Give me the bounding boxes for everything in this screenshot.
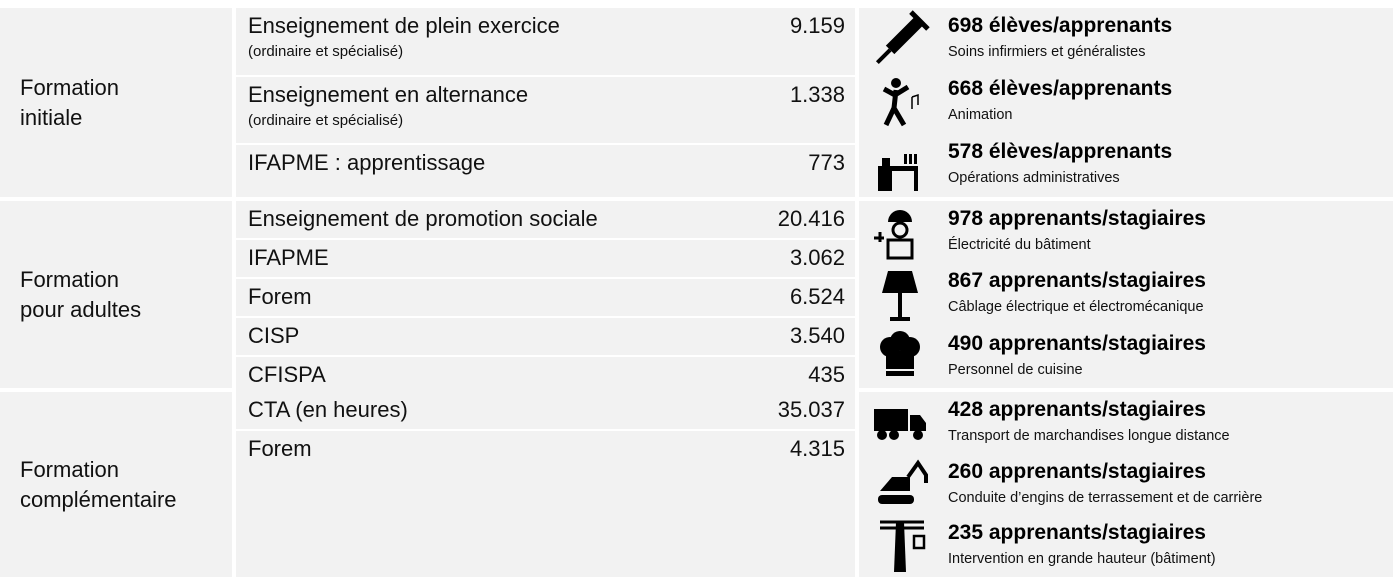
row-name: CISP: [248, 323, 300, 348]
row-cell: [236, 145, 855, 197]
row-value: 1.338: [789, 82, 845, 107]
section-label: complémentaire: [20, 486, 177, 512]
highlight-cell: [859, 8, 1393, 197]
highlight-sub: Intervention en grande hauteur (bâtiment…: [948, 551, 1216, 568]
highlight-cell: [859, 201, 1393, 388]
highlight-title: 490 apprenants/stagiaires: [948, 331, 1206, 355]
row-sub: (ordinaire et spécialisé): [248, 112, 404, 129]
row-sub: (ordinaire et spécialisé): [248, 43, 404, 60]
highlight-sub: Électricité du bâtiment: [948, 237, 1091, 253]
highlight-sub: Animation: [948, 107, 1013, 123]
row-cell: [236, 77, 855, 143]
icon: [874, 408, 926, 440]
highlight-title: 260 apprenants/stagiaires: [948, 459, 1206, 483]
row-name: Enseignement en alternance: [248, 82, 529, 107]
row-name: Enseignement de promotion sociale: [248, 206, 598, 231]
highlight-title: 578 élèves/apprenants: [948, 140, 1173, 163]
row-name: CTA (en heures): [248, 397, 408, 422]
highlight-title: 867 apprenants/stagiaires: [948, 269, 1206, 293]
highlight-title: 428 apprenants/stagiaires: [948, 398, 1206, 421]
highlight-sub: Opérations administratives: [948, 170, 1120, 186]
row-value: 35.037: [777, 397, 845, 422]
row-cell: [236, 240, 855, 277]
row-cell: [236, 318, 855, 355]
label-cell: [0, 392, 232, 577]
highlight-sub: Soins infirmiers et généralistes: [948, 44, 1146, 60]
highlight-sub: Câblage électrique et électromécanique: [948, 299, 1204, 316]
row-name: CFISPA: [248, 362, 326, 387]
highlight-title: 235 apprenants/stagiaires: [948, 521, 1206, 545]
highlight-sub: Transport de marchandises longue distanc…: [948, 428, 1230, 444]
row-cell: [236, 392, 855, 429]
section-label: pour adultes: [20, 296, 142, 322]
highlight-title: 978 apprenants/stagiaires: [948, 207, 1206, 230]
row-value: 435: [808, 362, 845, 387]
highlight-sub: Conduite d’engins de terrassement et de …: [948, 489, 1263, 506]
section-label: Formation: [20, 266, 120, 292]
row-cell: [236, 8, 855, 75]
row-value: 20.416: [777, 206, 845, 231]
label-cell: [0, 8, 232, 197]
icon: [880, 330, 920, 376]
row-value: 9.159: [789, 13, 845, 38]
row-name: IFAPME : apprentissage: [248, 150, 486, 175]
icon: [882, 77, 919, 126]
section-label: Formation: [20, 74, 120, 100]
highlight-title: 668 élèves/apprenants: [948, 77, 1173, 100]
row-value: 3.062: [789, 245, 845, 270]
row-cell: [236, 431, 855, 577]
row-value: 4.315: [789, 436, 845, 461]
row-cell: [236, 279, 855, 316]
icon: [880, 520, 926, 573]
highlight-sub: Personnel de cuisine: [948, 361, 1083, 378]
row-name: IFAPME: [248, 245, 329, 270]
row-name: Forem: [248, 284, 312, 309]
icon: [882, 270, 918, 321]
icon: [875, 9, 930, 64]
row-value: 3.540: [789, 323, 845, 348]
icon: [874, 210, 914, 260]
icon: [878, 458, 928, 504]
section-label: Formation: [20, 456, 120, 482]
row-name: Forem: [248, 436, 312, 461]
section-label: initiale: [20, 104, 83, 130]
highlight-title: 698 élèves/apprenants: [948, 14, 1173, 37]
row-cell: [236, 357, 855, 393]
row-value: 6.524: [789, 284, 845, 309]
label-cell: [0, 201, 232, 388]
icon: [878, 153, 918, 191]
row-name: Enseignement de plein exercice: [248, 13, 560, 38]
row-value: 773: [808, 150, 845, 175]
highlight-cell: [859, 392, 1393, 577]
row-cell: [236, 201, 855, 238]
